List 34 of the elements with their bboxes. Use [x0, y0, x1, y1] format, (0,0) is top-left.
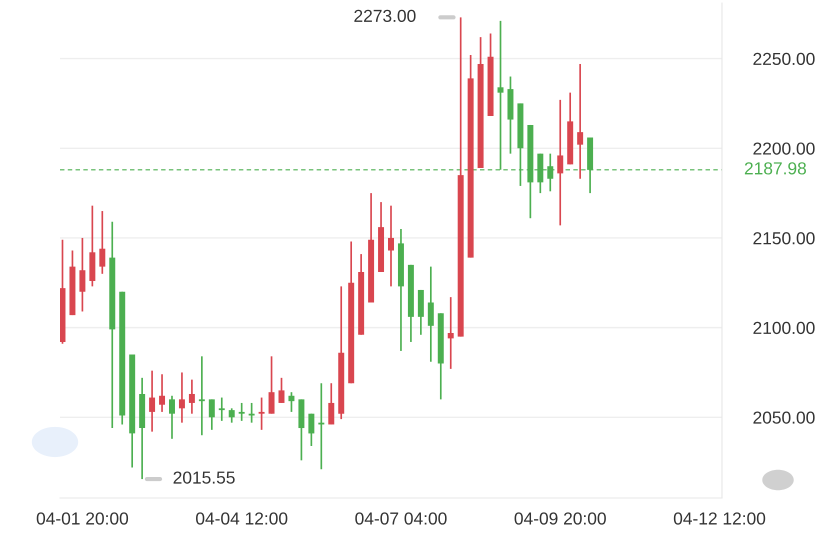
ref-line-label: 2187.98	[744, 162, 806, 174]
candlestick	[278, 377, 284, 404]
annotation: 2273.00	[354, 10, 416, 22]
x-tick-label: 04-12 12:00	[674, 512, 766, 525]
candlestick	[557, 99, 564, 226]
candlestick	[248, 402, 255, 424]
candlestick	[318, 382, 324, 470]
x-tick-label: 04-07 04:00	[355, 512, 447, 525]
candlestick	[328, 382, 334, 426]
candlestick	[577, 63, 584, 180]
candlestick	[228, 407, 235, 424]
annotation: 2015.55	[174, 471, 235, 484]
candlestick	[99, 210, 106, 275]
candlestick	[79, 237, 86, 312]
x-tick-label: 04-04 12:00	[196, 512, 288, 525]
candlestick	[188, 378, 195, 415]
candlestick	[388, 204, 394, 288]
candlestick	[208, 398, 215, 431]
x-tick-label: 04-09 20:00	[514, 512, 606, 525]
candlestick	[308, 412, 314, 447]
candlestick	[169, 394, 175, 440]
candlestick	[178, 372, 185, 424]
y-tick-label: 2200.00	[753, 142, 815, 155]
candlestick	[288, 391, 294, 413]
candlestick	[448, 296, 454, 370]
candlestick	[149, 370, 156, 432]
y-tick-label: 2150.00	[753, 232, 815, 244]
candlestick	[159, 373, 166, 413]
candlestick	[268, 355, 275, 415]
candlestick	[428, 266, 434, 363]
y-tick-label: 2250.00	[753, 52, 815, 66]
y-tick-label: 2050.00	[753, 411, 815, 424]
x-tick-label: 04-01 20:00	[36, 512, 128, 525]
y-tick-label: 2100.00	[753, 322, 815, 334]
